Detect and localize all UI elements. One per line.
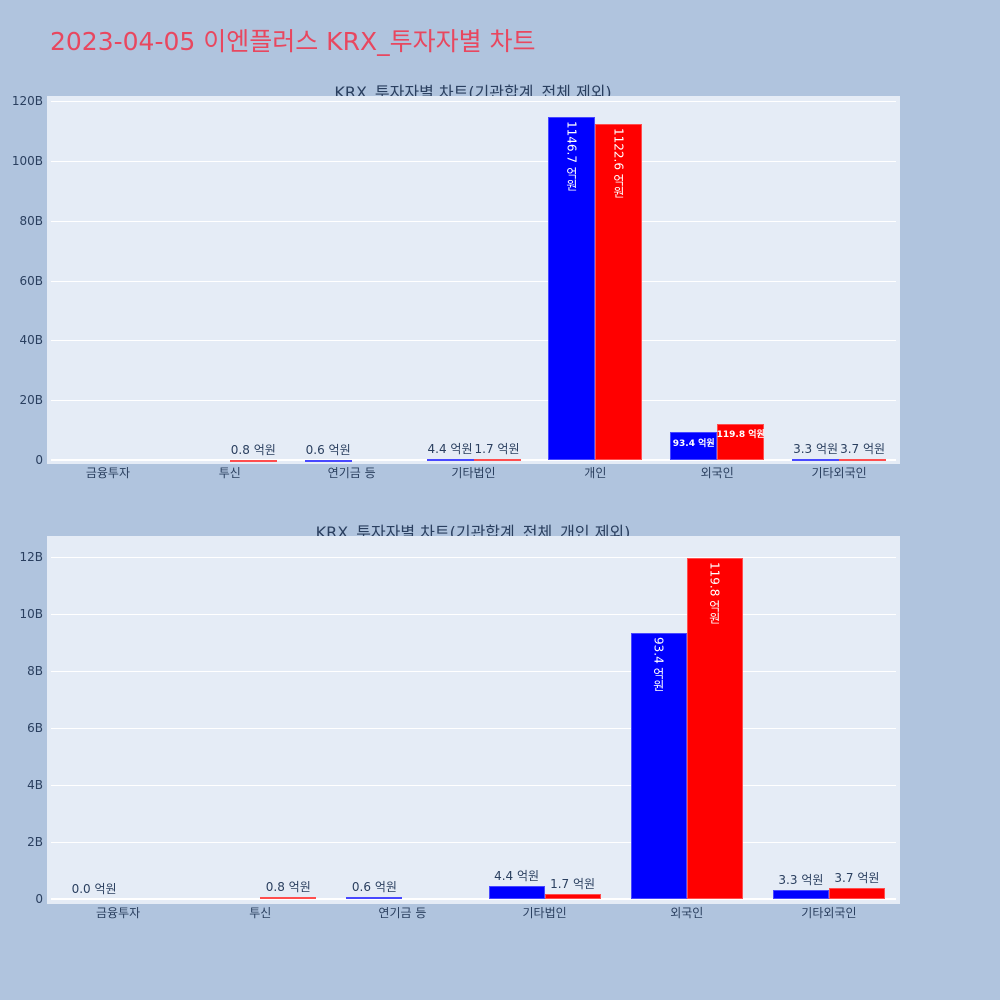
gridline <box>51 160 896 162</box>
gridline <box>51 340 896 342</box>
bar-value-label: 1146.7 억원 <box>564 120 579 191</box>
x-tick-label: 기타외국인 <box>801 906 857 920</box>
bar-series-blue[interactable] <box>772 889 829 899</box>
y-tick-label: 8B <box>27 664 43 678</box>
bar-value-label: 3.7 억원 <box>840 441 886 456</box>
bar-value-label: 0.8 억원 <box>265 879 311 894</box>
bar-series-red[interactable] <box>229 459 277 462</box>
y-tick-label: 60B <box>19 273 43 288</box>
x-tick-label: 외국인 <box>670 906 704 920</box>
x-tick-label: 외국인 <box>700 466 734 480</box>
bar-series-blue[interactable] <box>346 897 403 900</box>
bar-series-red[interactable] <box>828 888 885 899</box>
gridline <box>51 728 896 729</box>
y-tick-label: 12B <box>19 550 43 564</box>
x-tick-label: 기타법인 <box>522 906 567 920</box>
bar-series-red[interactable] <box>686 557 743 899</box>
x-tick-label: 개인 <box>584 466 607 480</box>
y-tick-label: 100B <box>11 153 43 168</box>
bar-value-label: 1.7 억원 <box>550 877 596 892</box>
bar-value-label: 1122.6 억원 <box>611 128 626 198</box>
x-tick-label: 기타외국인 <box>811 466 867 480</box>
plot-area <box>47 536 900 904</box>
y-tick-label: 20B <box>19 393 43 408</box>
bar-series-blue[interactable] <box>630 632 687 899</box>
bar-value-label: 4.4 억원 <box>494 869 540 884</box>
bar-series-red[interactable] <box>717 424 765 460</box>
gridline <box>51 101 896 102</box>
x-tick-label: 기타법인 <box>451 466 496 480</box>
bar-series-red[interactable] <box>544 894 601 899</box>
bar-value-label: 4.4 억원 <box>427 441 473 456</box>
x-tick-label: 연기금 등 <box>378 906 427 920</box>
bar-series-blue[interactable] <box>548 116 596 460</box>
bar-value-label: 93.4 억원 <box>672 439 715 450</box>
gridline <box>51 220 896 222</box>
bar-value-label: 3.3 억원 <box>778 872 824 887</box>
y-tick-label: 0 <box>35 453 43 467</box>
gridline <box>51 785 896 786</box>
bar-series-red[interactable] <box>260 896 317 899</box>
bar-value-label: 0.6 억원 <box>351 880 397 895</box>
bar-value-label: 3.3 억원 <box>793 442 839 456</box>
bar-value-label: 0.8 억원 <box>230 442 276 457</box>
y-tick-label: 0 <box>35 892 43 906</box>
bar-value-label: 1.7 억원 <box>474 442 520 457</box>
bar-series-blue[interactable] <box>304 459 352 462</box>
bar-value-label: 119.8 억원 <box>716 430 765 441</box>
bar-series-red[interactable] <box>839 458 887 461</box>
y-tick-label: 120B <box>11 94 43 108</box>
x-tick-label: 연기금 등 <box>327 466 376 480</box>
y-tick-label: 10B <box>19 607 43 621</box>
y-tick-label: 2B <box>27 835 43 849</box>
gridline <box>51 557 896 558</box>
plot-area <box>47 96 900 464</box>
bar-value-label: 3.7 억원 <box>834 871 880 886</box>
gridline <box>51 671 896 672</box>
y-tick-label: 40B <box>19 333 43 348</box>
gridline <box>51 400 896 402</box>
x-tick-label: 금융투자 <box>95 906 141 920</box>
bar-value-label: 0.0 억원 <box>71 882 117 896</box>
gridline <box>51 842 896 843</box>
gridline <box>51 280 896 282</box>
y-tick-label: 4B <box>27 778 43 792</box>
page-title: 2023-04-05 이엔플러스 KRX_투자자별 차트 <box>50 27 536 56</box>
bar-series-blue[interactable] <box>488 886 545 899</box>
y-tick-label: 80B <box>19 213 43 228</box>
bar-value-label: 119.8 억원 <box>707 561 722 624</box>
bar-series-red[interactable] <box>473 459 521 462</box>
x-tick-label: 금융투자 <box>85 466 131 480</box>
x-tick-label: 투신 <box>218 466 241 480</box>
bar-series-red[interactable] <box>595 124 643 460</box>
zero-line <box>51 898 896 900</box>
gridline <box>51 614 896 615</box>
bar-series-blue[interactable] <box>670 432 718 460</box>
bar-value-label: 93.4 억원 <box>651 636 666 692</box>
bar-series-blue[interactable] <box>426 458 474 461</box>
bar-value-label: 0.6 억원 <box>305 442 351 457</box>
x-tick-label: 투신 <box>249 906 272 920</box>
bar-series-blue[interactable] <box>792 459 840 461</box>
y-tick-label: 6B <box>27 721 43 735</box>
